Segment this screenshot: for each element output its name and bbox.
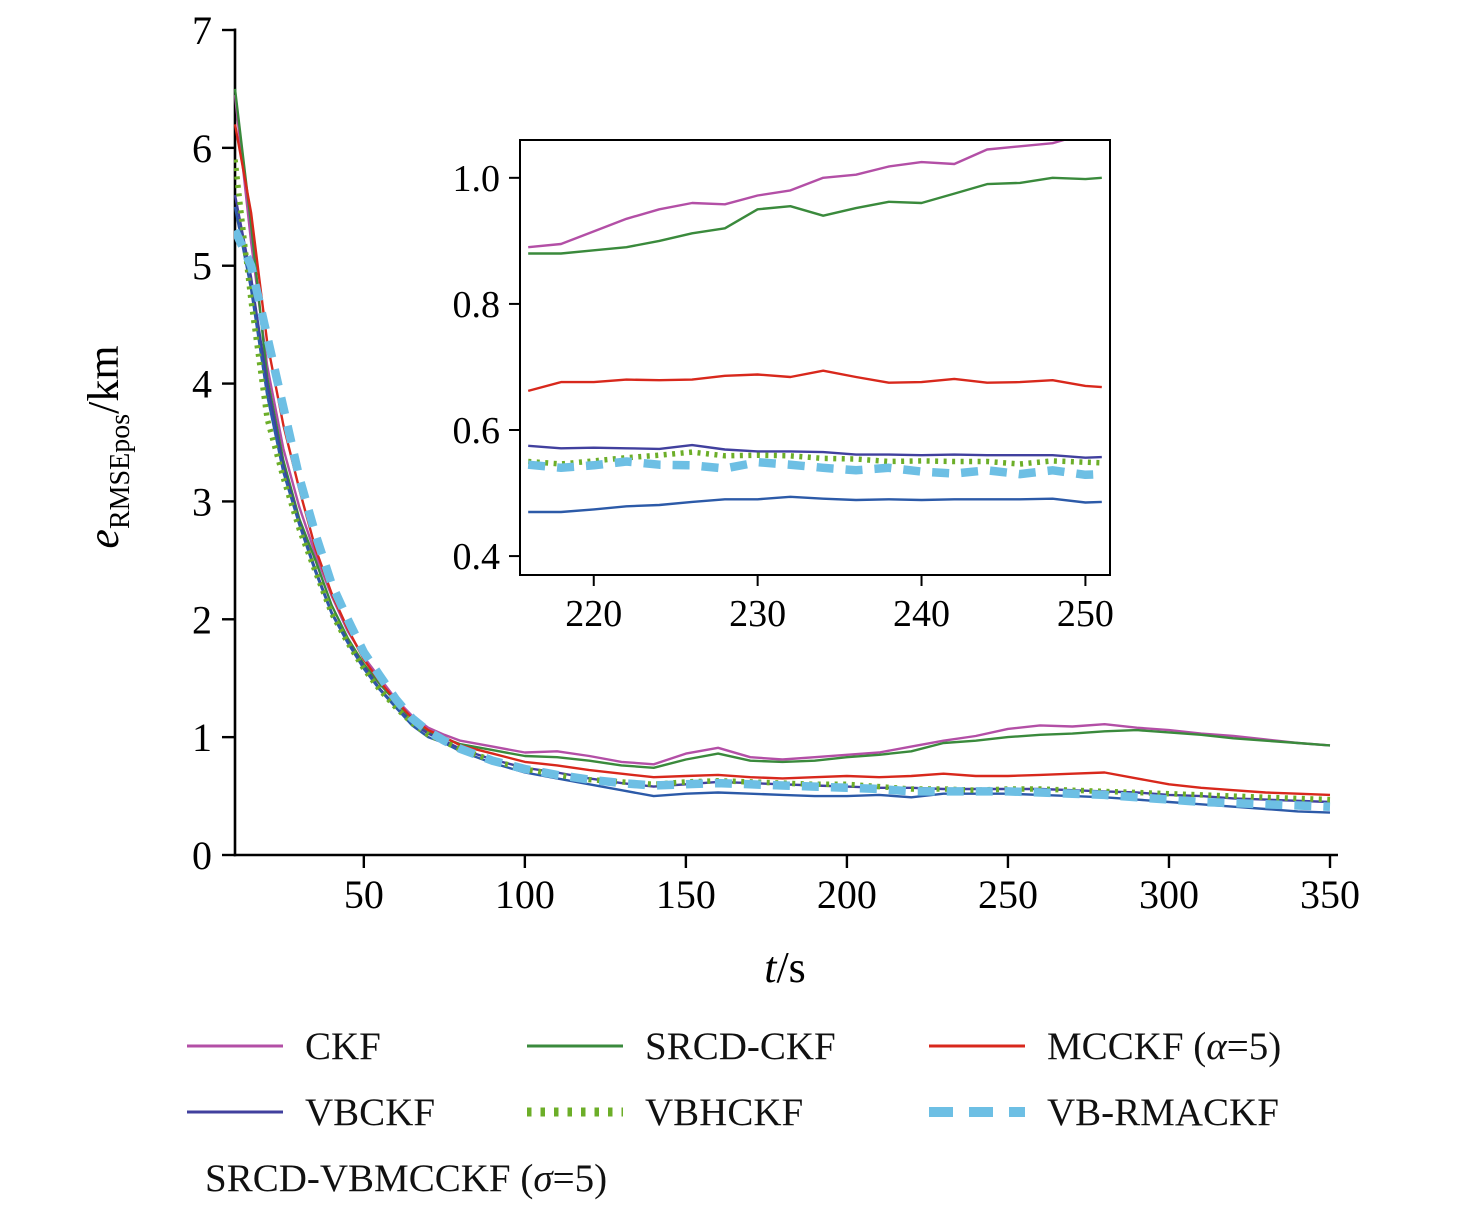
legend-label: VB-RMACKF: [1047, 1090, 1279, 1134]
legend-sample-line: [527, 1044, 623, 1048]
inset-series-line-vbckf: [528, 443, 1102, 459]
chart-legend: CKF SRCD-CKF MCCKF (α=5) VBCKF VBHCKF VB-RMAC…: [185, 1022, 1415, 1202]
legend-label: SRCD-CKF: [645, 1024, 836, 1068]
x-tick-label: 50: [344, 872, 384, 917]
x-tick-label: 250: [978, 872, 1038, 917]
inset-x-tick-label: 250: [1057, 593, 1114, 635]
legend-item-mcckf-5-: MCCKF (α=5): [927, 1022, 1397, 1070]
y-tick-label: 7: [192, 8, 212, 53]
inset-y-tick-label: 0.6: [453, 410, 501, 452]
inset-y-tick-label: 1.0: [453, 158, 501, 200]
series-line-srcd-ckf: [234, 88, 1331, 769]
legend-sample-line: [187, 1110, 283, 1114]
legend-item-vbhckf: VBHCKF: [525, 1088, 927, 1136]
legend-sample-line: [929, 1044, 1025, 1048]
inset-x-tick-label: 240: [893, 593, 950, 635]
legend-item-ckf: CKF: [185, 1022, 525, 1070]
inset-series-line-srcd-vbmcckf-5-: [528, 495, 1102, 514]
inset-series-line-mcckf-5-: [527, 369, 1102, 393]
legend-item-srcd-vbmcckf-5-: SRCD-VBMCCKF (σ=5): [185, 1154, 607, 1202]
y-tick-label: 0: [192, 833, 212, 878]
legend-sample-line: [929, 1107, 1025, 1117]
inset-series-line-srcd-ckf: [528, 176, 1102, 255]
y-tick-label: 5: [192, 244, 212, 289]
y-axis-label: eRMSEpos/km: [79, 345, 136, 548]
legend-item-vbckf: VBCKF: [185, 1088, 525, 1136]
main-axes: 50 100 150 200 250 300 350 0 1 2 3 4 5 6 7 eRMSEpos/km t…: [79, 8, 1360, 992]
series-line-vb-rmackf: [234, 228, 1331, 811]
x-tick-label: 100: [495, 872, 555, 917]
legend-label: SRCD-VBMCCKF (σ=5): [205, 1156, 608, 1200]
inset-x-tick-label: 230: [729, 593, 786, 635]
series-line-vbhckf: [234, 159, 1331, 803]
inset-series-group: [527, 141, 1102, 514]
legend-label: VBCKF: [305, 1090, 436, 1134]
inset-box: [519, 139, 1111, 576]
legend-item-srcd-ckf: SRCD-CKF: [525, 1022, 927, 1070]
inset-y-tick-label: 0.8: [453, 284, 501, 326]
y-tick-label: 1: [192, 715, 212, 760]
x-tick-label: 350: [1300, 872, 1360, 917]
inset-series-line-vb-rmackf: [527, 457, 1102, 480]
y-tick-label: 6: [192, 126, 212, 171]
y-tick-label: 3: [192, 479, 212, 524]
x-axis-label: t/s: [764, 943, 806, 992]
inset-series-line-ckf: [528, 141, 1065, 249]
x-tick-label: 200: [817, 872, 877, 917]
legend-item-vb-rmackf: VB-RMACKF: [927, 1088, 1397, 1136]
x-tick-label: 300: [1139, 872, 1199, 917]
inset-x-tick-label: 220: [565, 593, 622, 635]
main-series-group: [234, 88, 1331, 814]
x-tick-label: 150: [656, 872, 716, 917]
legend-label: MCCKF (α=5): [1047, 1024, 1282, 1068]
inset-axes: 220 230 240 250 0.4 0.6 0.8 1.0: [453, 139, 1114, 635]
y-tick-label: 4: [192, 362, 212, 407]
legend-label: CKF: [305, 1024, 381, 1068]
legend-label: VBHCKF: [645, 1090, 804, 1134]
legend-sample-line: [187, 1044, 283, 1048]
legend-sample-line: [527, 1107, 623, 1117]
y-tick-label: 2: [192, 597, 212, 642]
rmse-line-chart: 50 100 150 200 250 300 350 0 1 2 3 4 5 6 7 eRMSEpos/km t…: [79, 8, 1360, 992]
inset-y-tick-label: 0.4: [453, 536, 501, 578]
